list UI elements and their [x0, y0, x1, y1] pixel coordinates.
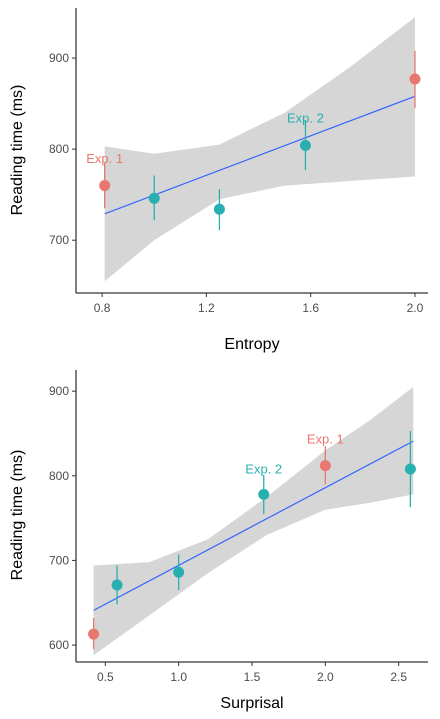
y-axis-title: Reading time (ms)	[9, 450, 26, 581]
x-tick-label: 2.0	[317, 670, 334, 684]
x-tick-label: 0.8	[94, 301, 111, 315]
x-tick-label: 2.5	[390, 670, 407, 684]
y-tick-label: 700	[49, 553, 69, 567]
y-axis-title: Reading time (ms)	[9, 85, 26, 216]
regression-line	[93, 440, 414, 611]
y-tick-label: 700	[49, 233, 69, 247]
x-tick-label: 1.0	[170, 670, 187, 684]
exp2-data-point-4	[404, 463, 416, 475]
x-tick-label: 1.5	[244, 670, 261, 684]
exp2-data-point-1	[148, 192, 160, 204]
exp2-data-point-3	[258, 488, 270, 500]
y-tick-label: 900	[49, 384, 69, 398]
x-tick-label: 1.2	[198, 301, 215, 315]
x-axis-title: Entropy	[224, 336, 279, 353]
y-tick-label: 800	[49, 469, 69, 483]
x-tick-label: 1.6	[302, 301, 319, 315]
annotation-label-2: Exp. 2	[245, 461, 282, 476]
x-tick-label: 0.5	[97, 670, 114, 684]
exp2-data-point-3	[299, 139, 311, 151]
exp1-data-point-1	[88, 628, 100, 640]
confidence-band	[93, 386, 414, 656]
chart-panel-1: Exp. 1 Exp. 2 0.8 1.2 1.6 2.0 700 800 900 Entropy…	[9, 8, 428, 353]
exp1-data-point-2	[319, 460, 331, 472]
exp2-data-point-1	[111, 579, 123, 591]
annotation-label-2: Exp. 2	[287, 111, 324, 126]
exp1-data-point-2	[409, 73, 421, 85]
y-tick-label: 900	[49, 51, 69, 65]
y-tick-label: 800	[49, 142, 69, 156]
x-tick-label: 2.0	[407, 301, 424, 315]
exp1-data-point-1	[99, 180, 111, 192]
y-tick-label: 600	[49, 638, 69, 652]
annotation-label-1: Exp. 1	[86, 151, 123, 166]
confidence-band	[104, 17, 415, 282]
exp2-data-point-2	[173, 566, 185, 578]
chart-panel-2: Exp. 1 Exp. 2 0.5 1.0 1.5 2.0 2.5 600 700 800 900 S…	[9, 370, 428, 712]
x-axis-title: Surprisal	[220, 695, 283, 712]
exp2-data-point-2	[213, 203, 225, 215]
annotation-label-1: Exp. 1	[307, 432, 344, 447]
